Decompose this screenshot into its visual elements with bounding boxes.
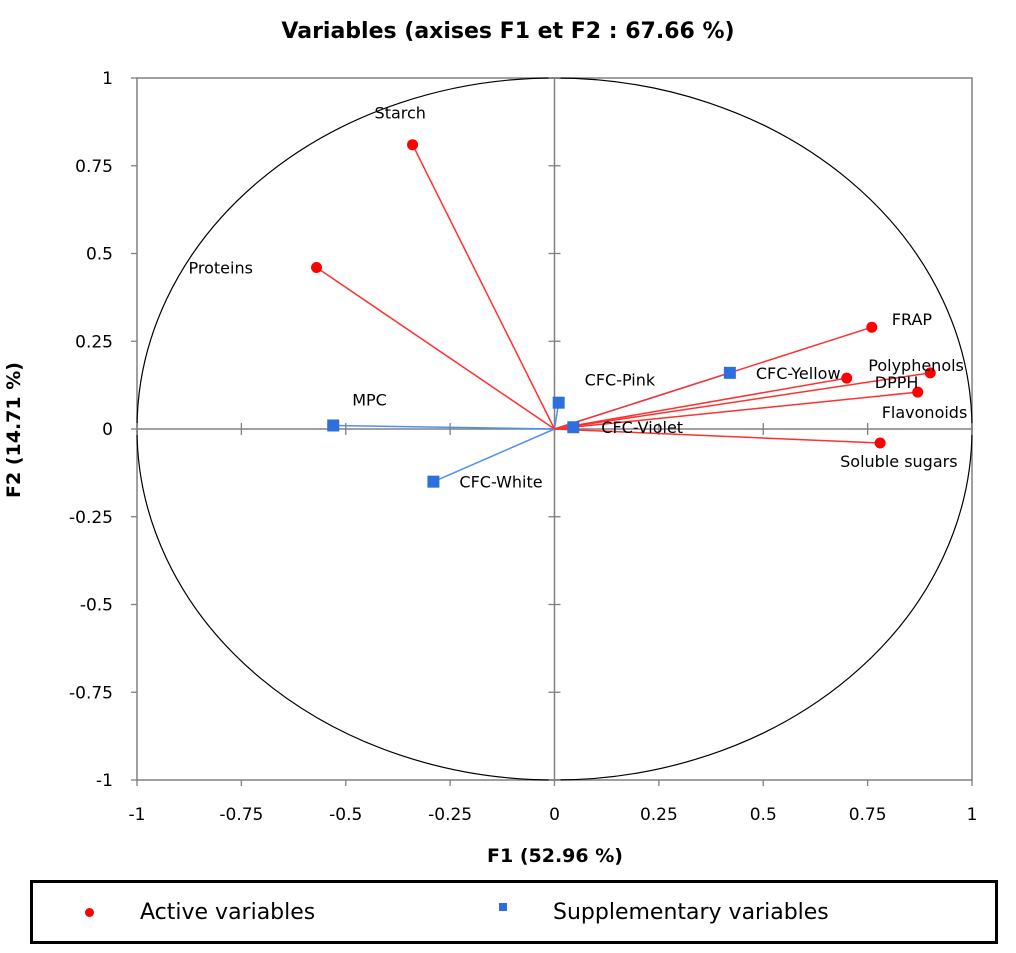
y-tick-label: 0.75 bbox=[75, 157, 113, 177]
active-point bbox=[866, 321, 878, 333]
x-axis-title: F1 (52.96 %) bbox=[487, 845, 623, 867]
supplementary-vector bbox=[333, 424, 555, 430]
point-label: Proteins bbox=[189, 259, 253, 278]
chart-title: Variables (axises F1 et F2 : 67.66 %) bbox=[281, 19, 734, 44]
point-label: CFC-Pink bbox=[585, 371, 656, 390]
active-vector bbox=[316, 266, 555, 430]
active-point bbox=[407, 139, 419, 151]
point-label: Starch bbox=[375, 104, 426, 123]
square-marker-icon bbox=[499, 903, 507, 911]
active-vector bbox=[411, 144, 556, 430]
point-label: DPPH bbox=[875, 373, 919, 392]
y-axis-title: F2 (14.71 %) bbox=[3, 362, 25, 498]
y-tick-label: 1 bbox=[102, 69, 113, 89]
active-vector bbox=[554, 391, 918, 430]
legend-label-active: Active variables bbox=[140, 899, 316, 925]
supplementary-vector bbox=[433, 428, 555, 483]
active-point bbox=[841, 372, 853, 384]
active-vector bbox=[554, 377, 847, 430]
active-point bbox=[874, 437, 886, 449]
x-tick-label: 0 bbox=[549, 805, 560, 825]
y-tick-label: -0.75 bbox=[69, 683, 113, 703]
point-label: FRAP bbox=[892, 310, 933, 329]
active-vector bbox=[554, 428, 881, 444]
y-tick-label: 0.5 bbox=[86, 245, 113, 265]
point-label: CFC-White bbox=[459, 473, 542, 492]
x-tick-label: 1 bbox=[967, 805, 978, 825]
correlation-circle-chart: Variables (axises F1 et F2 : 67.66 %) -1… bbox=[3, 19, 977, 867]
x-tick-label: -0.75 bbox=[219, 805, 263, 825]
point-label: Soluble sugars bbox=[840, 452, 957, 471]
x-tick-label: -0.5 bbox=[329, 805, 362, 825]
supplementary-point bbox=[427, 475, 440, 488]
active-point bbox=[311, 262, 323, 274]
x-tick-label: -0.25 bbox=[428, 805, 472, 825]
legend-label-supplementary: Supplementary variables bbox=[553, 899, 829, 925]
x-tick-label: -1 bbox=[129, 805, 146, 825]
supplementary-point bbox=[552, 396, 565, 409]
x-tick-label: 0.5 bbox=[750, 805, 777, 825]
active-point bbox=[912, 386, 924, 398]
x-tick-label: 0.25 bbox=[640, 805, 678, 825]
circle-marker-icon bbox=[85, 907, 94, 917]
y-tick-label: 0 bbox=[102, 420, 113, 440]
legend: Active variables Supplementary variables bbox=[30, 880, 998, 944]
active-vector bbox=[554, 326, 873, 430]
point-label: MPC bbox=[352, 390, 387, 409]
y-tick-label: 0.25 bbox=[75, 332, 113, 352]
y-tick-label: -1 bbox=[96, 771, 113, 791]
supplementary-point bbox=[327, 419, 340, 432]
supplementary-point bbox=[723, 366, 736, 379]
supplementary-point bbox=[567, 421, 580, 434]
point-label: Flavonoids bbox=[882, 403, 968, 422]
x-tick-label: 0.75 bbox=[849, 805, 887, 825]
point-label: CFC-Yellow bbox=[756, 364, 841, 383]
active-vector bbox=[554, 372, 931, 430]
legend-item-supplementary: Supplementary variables bbox=[499, 883, 829, 941]
legend-item-active: Active variables bbox=[85, 883, 315, 941]
active-point bbox=[924, 367, 936, 379]
y-tick-label: -0.5 bbox=[80, 596, 113, 616]
y-tick-label: -0.25 bbox=[69, 508, 113, 528]
point-label: CFC-Violet bbox=[601, 418, 683, 437]
point-label: Polyphenols bbox=[868, 356, 964, 375]
plot-area: -1 -0.75 -0.5 -0.25 0 0.25 0.5 0.75 1 1 0.75 0.5 0.2… bbox=[69, 69, 977, 825]
